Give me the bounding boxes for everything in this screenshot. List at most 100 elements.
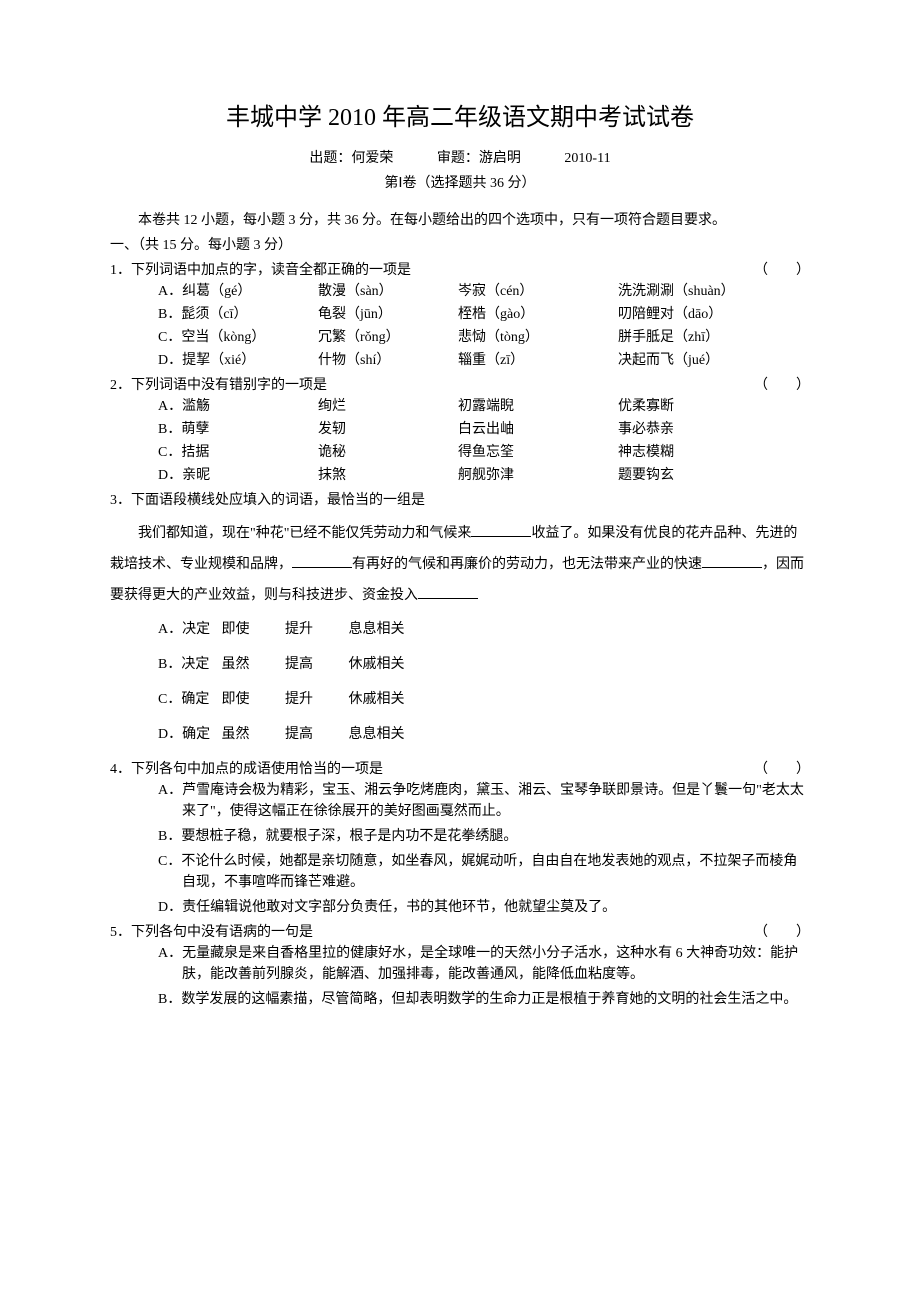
opt: 得鱼忘筌	[458, 442, 618, 463]
opt: 优柔寡断	[618, 396, 810, 417]
fill-blank	[471, 523, 531, 537]
opt: 虽然	[222, 654, 282, 675]
option-row: A．滥觞 绚烂 初露端睨 优柔寡断	[158, 396, 810, 417]
q1-stem: 1．下列词语中加点的字，读音全都正确的一项是	[110, 263, 411, 278]
fill-blank	[702, 554, 762, 568]
question-1: 1．下列词语中加点的字，读音全都正确的一项是 （ ） A．纠葛（gé） 散漫（s…	[110, 260, 810, 371]
q3-options: A．决定 即使 提升 息息相关 B．决定 虽然 提高 休戚相关 C．确定 即使 …	[110, 619, 810, 745]
exam-title: 丰城中学 2010 年高二年级语文期中考试试卷	[110, 100, 810, 136]
answer-paren: （ ）	[754, 375, 810, 396]
q4-options: A．芦雪庵诗会极为精彩，宝玉、湘云争吃烤鹿肉，黛玉、湘云、宝琴争联即景诗。但是丫…	[110, 780, 810, 918]
option-row: C．空当（kòng） 冗繁（rǒng） 悲恸（tòng） 胼手胝足（zhī）	[158, 327, 810, 348]
option-row: B．决定 虽然 提高 休戚相关	[158, 654, 810, 675]
header-meta: 出题：何爱荣 审题：游启明 2010-11	[110, 148, 810, 169]
opt: 即使	[222, 689, 282, 710]
opt: C．空当（kòng）	[158, 327, 318, 348]
option-row: A．决定 即使 提升 息息相关	[158, 619, 810, 640]
opt: 初露端睨	[458, 396, 618, 417]
p-seg: 我们都知道，现在"种花"已经不能仅凭劳动力和气候来	[138, 526, 471, 541]
option-row: A．纠葛（gé） 散漫（sàn） 岑寂（cén） 洗洗涮涮（shuàn）	[158, 281, 810, 302]
opt: 息息相关	[349, 619, 405, 640]
opt: 提高	[285, 724, 345, 745]
opt: 事必恭亲	[618, 419, 810, 440]
question-5: 5．下列各句中没有语病的一句是 （ ） A．无量藏泉是来自香格里拉的健康好水，是…	[110, 922, 810, 1010]
opt: 抹煞	[318, 465, 458, 486]
option-item: D．责任编辑说他敢对文字部分负责任，书的其他环节，他就望尘莫及了。	[158, 897, 810, 918]
opt: 提高	[285, 654, 345, 675]
opt: 决起而飞（jué）	[618, 350, 810, 371]
opt: 舸舰弥津	[458, 465, 618, 486]
answer-paren: （ ）	[754, 759, 810, 780]
opt: 发轫	[318, 419, 458, 440]
q2-options: A．滥觞 绚烂 初露端睨 优柔寡断 B．萌孽 发轫 白云出岫 事必恭亲 C．拮据…	[110, 396, 810, 486]
fill-blank	[292, 554, 352, 568]
part-label: 一、（共 15 分。每小题 3 分）	[110, 235, 810, 256]
q3-passage: 我们都知道，现在"种花"已经不能仅凭劳动力和气候来收益了。如果没有优良的花卉品种…	[110, 519, 810, 611]
option-item: A．无量藏泉是来自香格里拉的健康好水，是全球唯一的天然小分子活水，这种水有 6 …	[158, 943, 810, 985]
opt: 即使	[222, 619, 282, 640]
section-label: 第Ⅰ卷（选择题共 36 分）	[110, 173, 810, 194]
reviewer-label: 审题：游启明	[437, 148, 521, 169]
opt: 休戚相关	[349, 689, 405, 710]
opt: A．决定	[158, 619, 218, 640]
option-row: D．提挈（xié） 什物（shí） 辎重（zī） 决起而飞（jué）	[158, 350, 810, 371]
intro-text: 本卷共 12 小题，每小题 3 分，共 36 分。在每小题给出的四个选项中，只有…	[110, 210, 810, 231]
q4-stem: 4．下列各句中加点的成语使用恰当的一项是	[110, 762, 383, 777]
opt: C．确定	[158, 689, 218, 710]
opt: 冗繁（rǒng）	[318, 327, 458, 348]
opt: 白云出岫	[458, 419, 618, 440]
opt: A．纠葛（gé）	[158, 281, 318, 302]
author-label: 出题：何爱荣	[309, 148, 393, 169]
opt: D．提挈（xié）	[158, 350, 318, 371]
opt: 叨陪鲤对（dāo）	[618, 304, 810, 325]
option-row: D．确定 虽然 提高 息息相关	[158, 724, 810, 745]
question-2: 2．下列词语中没有错别字的一项是 （ ） A．滥觞 绚烂 初露端睨 优柔寡断 B…	[110, 375, 810, 486]
answer-paren: （ ）	[754, 922, 810, 943]
opt: 胼手胝足（zhī）	[618, 327, 810, 348]
option-item: B．数学发展的这幅素描，尽管简略，但却表明数学的生命力正是根植于养育她的文明的社…	[158, 989, 810, 1010]
opt: 散漫（sàn）	[318, 281, 458, 302]
q5-options: A．无量藏泉是来自香格里拉的健康好水，是全球唯一的天然小分子活水，这种水有 6 …	[110, 943, 810, 1010]
opt: 悲恸（tòng）	[458, 327, 618, 348]
opt: 桎梏（gào）	[458, 304, 618, 325]
exam-date: 2010-11	[564, 148, 610, 169]
option-row: D．亲昵 抹煞 舸舰弥津 题要钩玄	[158, 465, 810, 486]
option-row: B．萌孽 发轫 白云出岫 事必恭亲	[158, 419, 810, 440]
opt: 提升	[285, 689, 345, 710]
option-item: C．不论什么时候，她都是亲切随意，如坐春风，娓娓动听，自由自在地发表她的观点，不…	[158, 851, 810, 893]
opt: 虽然	[222, 724, 282, 745]
opt: C．拮据	[158, 442, 318, 463]
opt: A．滥觞	[158, 396, 318, 417]
opt: 休戚相关	[349, 654, 405, 675]
q2-stem: 2．下列词语中没有错别字的一项是	[110, 378, 327, 393]
opt: B．决定	[158, 654, 218, 675]
opt: B．萌孽	[158, 419, 318, 440]
opt: 神志模糊	[618, 442, 810, 463]
fill-blank	[418, 585, 478, 599]
p-seg: 有再好的气候和再廉价的劳动力，也无法带来产业的快速	[352, 557, 702, 572]
option-item: B．要想桩子稳，就要根子深，根子是内功不是花拳绣腿。	[158, 826, 810, 847]
opt: 提升	[285, 619, 345, 640]
option-row: C．确定 即使 提升 休戚相关	[158, 689, 810, 710]
opt: 绚烂	[318, 396, 458, 417]
opt: 洗洗涮涮（shuàn）	[618, 281, 810, 302]
q1-options: A．纠葛（gé） 散漫（sàn） 岑寂（cén） 洗洗涮涮（shuàn） B．髭…	[110, 281, 810, 371]
opt: 辎重（zī）	[458, 350, 618, 371]
opt: 龟裂（jūn）	[318, 304, 458, 325]
answer-paren: （ ）	[754, 260, 810, 281]
opt: 诡秘	[318, 442, 458, 463]
opt: 岑寂（cén）	[458, 281, 618, 302]
opt: 什物（shí）	[318, 350, 458, 371]
opt: D．确定	[158, 724, 218, 745]
opt: 息息相关	[349, 724, 405, 745]
option-row: C．拮据 诡秘 得鱼忘筌 神志模糊	[158, 442, 810, 463]
opt: D．亲昵	[158, 465, 318, 486]
q5-stem: 5．下列各句中没有语病的一句是	[110, 925, 313, 940]
question-4: 4．下列各句中加点的成语使用恰当的一项是 （ ） A．芦雪庵诗会极为精彩，宝玉、…	[110, 759, 810, 918]
opt: B．髭须（cī）	[158, 304, 318, 325]
question-3: 3．下面语段横线处应填入的词语，最恰当的一组是 我们都知道，现在"种花"已经不能…	[110, 490, 810, 745]
opt: 题要钩玄	[618, 465, 810, 486]
q3-stem: 3．下面语段横线处应填入的词语，最恰当的一组是	[110, 490, 810, 511]
option-row: B．髭须（cī） 龟裂（jūn） 桎梏（gào） 叨陪鲤对（dāo）	[158, 304, 810, 325]
option-item: A．芦雪庵诗会极为精彩，宝玉、湘云争吃烤鹿肉，黛玉、湘云、宝琴争联即景诗。但是丫…	[158, 780, 810, 822]
